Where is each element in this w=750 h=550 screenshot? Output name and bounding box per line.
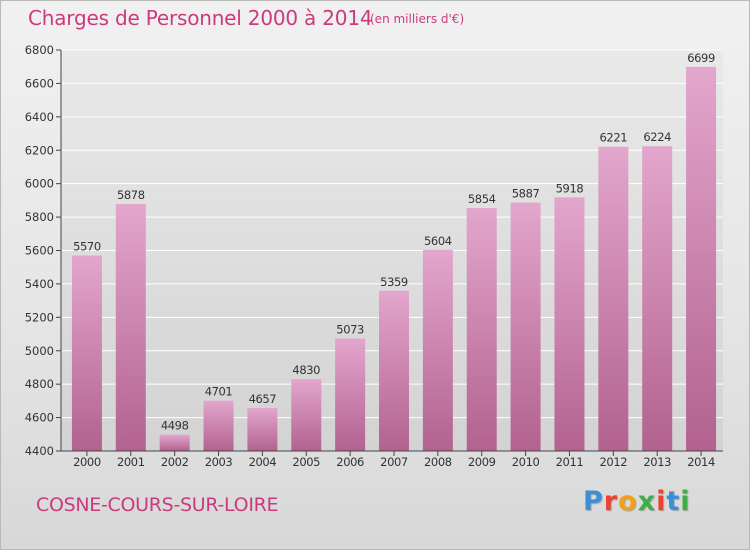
x-tick-label: 2010 xyxy=(512,455,540,469)
bar xyxy=(159,434,190,451)
y-tick-label: 6600 xyxy=(25,76,54,90)
y-tick-label: 5800 xyxy=(25,210,54,224)
chart-subtitle: (en milliers d'€) xyxy=(370,12,465,26)
bar xyxy=(115,204,146,451)
data-label: 5073 xyxy=(336,323,364,337)
x-tick-label: 2009 xyxy=(468,455,496,469)
x-tick-label: 2013 xyxy=(643,455,671,469)
y-tick-label: 6400 xyxy=(25,110,54,124)
x-tick-label: 2000 xyxy=(73,455,101,469)
bar xyxy=(335,338,366,451)
data-label: 5887 xyxy=(512,187,540,201)
bar xyxy=(598,146,629,451)
y-tick-label: 4600 xyxy=(25,411,54,425)
data-label: 5854 xyxy=(468,192,496,206)
x-tick-label: 2004 xyxy=(249,455,277,469)
y-tick-label: 5000 xyxy=(25,344,54,358)
y-tick-label: 5200 xyxy=(25,310,54,324)
data-label: 5570 xyxy=(73,240,101,254)
x-tick-label: 2002 xyxy=(161,455,189,469)
data-label: 5604 xyxy=(424,234,452,248)
x-tick-label: 2012 xyxy=(599,455,627,469)
x-tick-label: 2014 xyxy=(687,455,715,469)
y-tick-label: 6800 xyxy=(25,43,54,57)
data-label: 5359 xyxy=(380,275,408,289)
y-tick-label: 6000 xyxy=(25,177,54,191)
x-tick-label: 2006 xyxy=(336,455,364,469)
axes xyxy=(56,49,723,456)
bar xyxy=(247,408,278,451)
bar xyxy=(686,66,717,451)
y-tick-label: 6200 xyxy=(25,143,54,157)
bar xyxy=(466,208,497,451)
bar xyxy=(71,255,102,451)
bar xyxy=(203,400,234,451)
data-label: 6221 xyxy=(599,131,627,145)
data-label: 6699 xyxy=(687,51,715,65)
logo-letter: r xyxy=(603,486,619,517)
data-label: 4498 xyxy=(161,419,189,433)
x-tick-label: 2005 xyxy=(292,455,320,469)
y-tick-label: 4800 xyxy=(25,377,54,391)
y-tick-label: 5600 xyxy=(25,244,54,258)
logo-letter: P xyxy=(583,486,604,517)
logo-letter: x xyxy=(637,486,657,517)
logo-letter: t xyxy=(666,486,681,517)
chart-title: Charges de Personnel 2000 à 2014 xyxy=(28,6,373,30)
bar xyxy=(379,290,409,451)
y-tick-label: 5400 xyxy=(25,277,54,291)
logo-letter: i xyxy=(656,486,667,517)
labels: 4400 4600 4800 5000 5200 5400 5600 5800 6000 6200… xyxy=(25,43,716,469)
x-tick-label: 2008 xyxy=(424,455,452,469)
bar xyxy=(554,197,585,451)
bar xyxy=(642,146,673,452)
logo-letter: o xyxy=(618,486,638,517)
logo-letter: i xyxy=(680,486,691,517)
data-label: 4701 xyxy=(205,385,233,399)
x-tick-label: 2007 xyxy=(380,455,408,469)
commune-name: COSNE-COURS-SUR-LOIRE xyxy=(36,494,279,516)
bar xyxy=(510,202,541,451)
bar xyxy=(291,379,322,451)
data-label: 5878 xyxy=(117,188,145,202)
proxiti-logo: Proxiti xyxy=(583,486,691,517)
x-tick-label: 2011 xyxy=(556,455,584,469)
bars xyxy=(71,66,717,452)
x-tick-label: 2003 xyxy=(205,455,233,469)
x-tick-label: 2001 xyxy=(117,455,145,469)
bar xyxy=(422,249,453,451)
data-label: 4830 xyxy=(292,363,320,377)
data-label: 5918 xyxy=(556,181,584,195)
data-label: 4657 xyxy=(249,392,277,406)
y-tick-label: 4400 xyxy=(25,444,54,458)
data-label: 6224 xyxy=(643,130,671,144)
